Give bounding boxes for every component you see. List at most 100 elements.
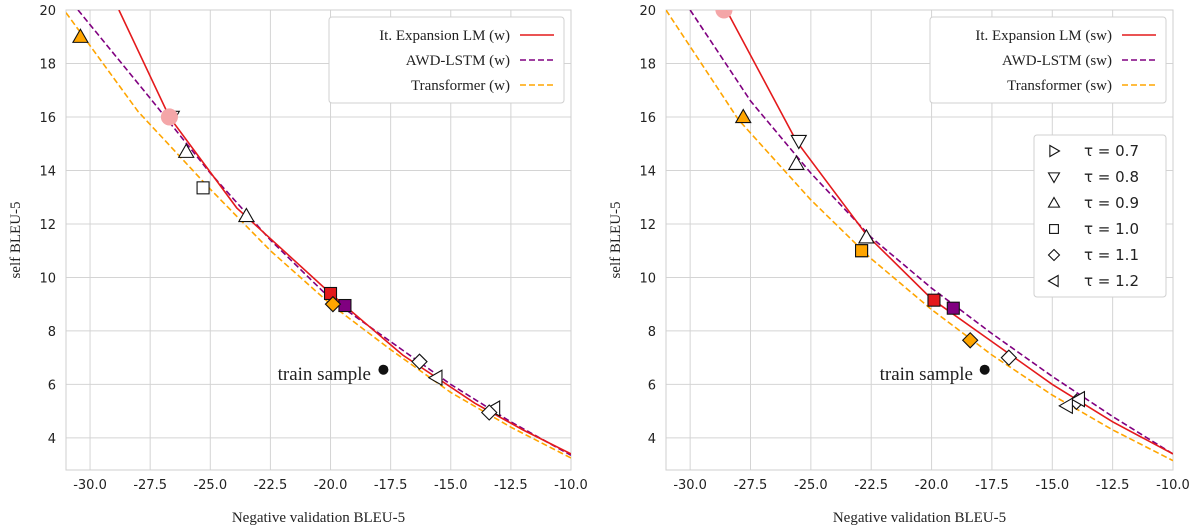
y-tick-label: 6 xyxy=(48,378,56,393)
marker-legend-label: τ = 0.8 xyxy=(1084,168,1139,186)
temperature-marker xyxy=(790,134,808,150)
marker-legend-label: τ = 1.2 xyxy=(1084,272,1139,290)
legend-box xyxy=(328,16,565,104)
legend-label: Transformer (sw) xyxy=(1007,78,1112,94)
x-tick-label: -15.0 xyxy=(1035,478,1069,493)
temperature-marker xyxy=(196,181,210,195)
series-marker xyxy=(855,244,869,258)
legend-label: Transformer (w) xyxy=(411,78,510,94)
train-sample-label: train sample xyxy=(880,364,973,385)
plot-frame xyxy=(65,9,572,471)
legend-label: AWD-LSTM (w) xyxy=(406,53,510,69)
marker-legend-symbol xyxy=(1047,248,1061,262)
marker-legend-label: τ = 1.1 xyxy=(1084,246,1139,264)
x-tick-label: -12.5 xyxy=(1096,478,1130,493)
x-tick-label: -22.5 xyxy=(854,478,888,493)
y-tick-label: 10 xyxy=(639,271,656,286)
plot-area xyxy=(66,10,571,459)
marker-legend-label: τ = 0.9 xyxy=(1084,194,1139,212)
y-tick-label: 12 xyxy=(39,218,56,233)
y-tick-label: 8 xyxy=(648,325,656,340)
x-tick-label: -20.0 xyxy=(314,478,348,493)
marker-legend-symbol xyxy=(1049,224,1059,234)
plot-frame xyxy=(665,9,1174,471)
y-tick-label: 16 xyxy=(639,111,656,126)
y-tick-label: 6 xyxy=(648,378,656,393)
legend-label: AWD-LSTM (sw) xyxy=(1002,53,1112,69)
y-tick-label: 4 xyxy=(48,432,56,447)
x-tick-label: -17.5 xyxy=(975,478,1009,493)
y-tick-label: 10 xyxy=(39,271,56,286)
y-tick-label: 16 xyxy=(39,111,56,126)
x-tick-label: -15.0 xyxy=(434,478,468,493)
temperature-marker xyxy=(1000,349,1018,366)
series-line xyxy=(666,10,1173,462)
temperature-marker xyxy=(1058,397,1073,415)
temperature-marker xyxy=(177,143,195,158)
series-marker xyxy=(734,108,752,124)
marker-legend: τ = 0.7 τ = 0.8 τ = 0.9 τ = 1.0 τ = 1.1 τ = 1… xyxy=(1033,134,1167,298)
x-tick-label: -30.0 xyxy=(673,478,707,493)
y-tick-label: 14 xyxy=(639,164,656,179)
legend-label: It. Expansion LM (sw) xyxy=(975,28,1112,44)
marker-legend-symbol xyxy=(1049,144,1061,158)
series-line xyxy=(689,10,1173,455)
y-tick-label: 20 xyxy=(39,4,56,19)
y-tick-label: 4 xyxy=(648,432,656,447)
y-tick-label: 18 xyxy=(639,57,656,72)
series-marker xyxy=(715,10,733,19)
legend-box xyxy=(929,16,1167,104)
y-axis-label: self BLEU-5 xyxy=(608,201,624,278)
legend: It. Expansion LM (w) AWD-LSTM (w) Transfor… xyxy=(328,16,565,104)
marker-legend-box xyxy=(1033,134,1167,298)
temperature-marker xyxy=(237,207,255,223)
marker-legend-symbol xyxy=(1047,196,1061,208)
x-tick-label: -25.0 xyxy=(193,478,227,493)
series-marker xyxy=(927,293,941,307)
x-tick-label: -27.5 xyxy=(734,478,768,493)
plot-area xyxy=(666,10,1173,462)
series-marker xyxy=(71,28,89,43)
x-axis-label: Negative validation BLEU-5 xyxy=(232,510,405,526)
y-tick-label: 20 xyxy=(639,4,656,19)
legend-label: It. Expansion LM (w) xyxy=(379,28,510,44)
marker-legend-symbol xyxy=(1047,172,1061,184)
x-tick-label: -22.5 xyxy=(254,478,288,493)
x-tick-label: -20.0 xyxy=(915,478,949,493)
temperature-marker xyxy=(857,228,875,244)
y-tick-label: 18 xyxy=(39,57,56,72)
legend: It. Expansion LM (sw) AWD-LSTM (sw) Transf… xyxy=(929,16,1167,104)
x-tick-label: -27.5 xyxy=(133,478,167,493)
train-sample-point xyxy=(378,364,389,375)
temperature-marker xyxy=(411,353,428,370)
marker-legend-label: τ = 0.7 xyxy=(1084,142,1139,160)
train-sample-label: train sample xyxy=(278,364,371,385)
series-line xyxy=(725,10,1173,455)
marker-legend-label: τ = 1.0 xyxy=(1084,220,1139,238)
train-sample-point xyxy=(979,364,990,375)
temperature-marker xyxy=(787,155,805,170)
y-tick-label: 14 xyxy=(39,164,56,179)
x-tick-label: -10.0 xyxy=(554,478,588,493)
marker-legend-symbol xyxy=(1047,274,1059,288)
series-marker xyxy=(961,332,979,349)
chart-right: -30.0 -27.5 -25.0 -22.5 -20.0 -17.5 -15.0 -12.5… xyxy=(608,4,1190,526)
series-marker xyxy=(324,295,342,313)
y-tick-label: 8 xyxy=(48,325,56,340)
series-marker xyxy=(338,298,352,313)
series-marker xyxy=(160,108,178,126)
x-tick-label: -17.5 xyxy=(374,478,408,493)
series-line xyxy=(118,10,571,455)
series-marker xyxy=(323,286,338,301)
y-tick-label: 12 xyxy=(639,218,656,233)
chart-left: -30.0 -27.5 -25.0 -22.5 -20.0 -17.5 -15.0 -12.5… xyxy=(8,4,588,526)
x-tick-label: -25.0 xyxy=(794,478,828,493)
temperature-marker xyxy=(427,369,443,387)
temperature-marker xyxy=(480,404,498,421)
temperature-marker xyxy=(1070,390,1086,408)
x-axis-label: Negative validation BLEU-5 xyxy=(833,510,1006,526)
x-tick-label: -12.5 xyxy=(494,478,528,493)
x-tick-label: -30.0 xyxy=(73,478,107,493)
y-axis-label: self BLEU-5 xyxy=(8,201,24,278)
